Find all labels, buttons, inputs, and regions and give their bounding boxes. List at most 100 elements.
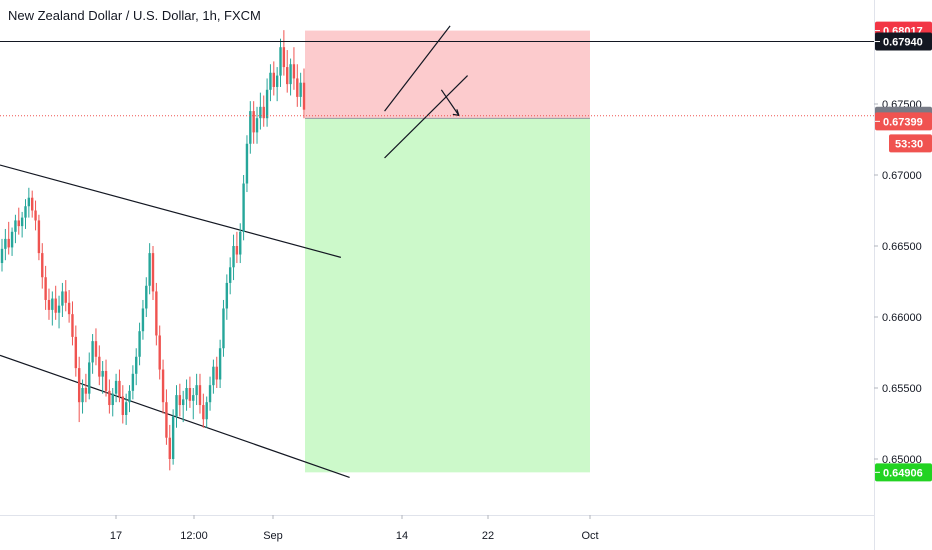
candle-body bbox=[228, 267, 232, 283]
candle-body bbox=[88, 362, 91, 394]
candle-body bbox=[286, 67, 289, 85]
candle-body bbox=[14, 220, 17, 232]
price-tag-label: 0.67399 bbox=[883, 116, 923, 128]
candle-body bbox=[118, 380, 121, 397]
candle-body bbox=[54, 298, 57, 313]
candle-body bbox=[44, 277, 47, 300]
candle-body bbox=[289, 64, 292, 85]
candle-body bbox=[282, 47, 286, 68]
candlestick-series bbox=[0, 30, 306, 471]
wedge-upper-line bbox=[384, 25, 451, 112]
channel-upper-line bbox=[0, 164, 342, 258]
horizontal-lines bbox=[0, 41, 874, 117]
candle-body bbox=[94, 341, 98, 357]
candle-body bbox=[17, 220, 20, 227]
candle-body bbox=[171, 416, 175, 459]
candle-body bbox=[91, 341, 94, 363]
stop-zone bbox=[305, 30, 590, 119]
candle-body bbox=[51, 298, 54, 310]
price-tick-label: 0.65000 bbox=[882, 454, 922, 466]
candle-body bbox=[299, 82, 302, 97]
candle-body bbox=[158, 335, 161, 370]
candle-body bbox=[239, 231, 242, 255]
candle-body bbox=[4, 238, 7, 249]
time-tick-label: 22 bbox=[482, 530, 494, 542]
candle-body bbox=[272, 72, 275, 87]
candle-body bbox=[292, 64, 296, 79]
time-axis-ticks: 17 12:00 Sep 14 22 Oct bbox=[110, 515, 599, 542]
candle-body bbox=[192, 395, 195, 401]
candle-body bbox=[165, 402, 168, 438]
time-tick-label: Oct bbox=[581, 530, 598, 542]
candle-body bbox=[47, 299, 51, 310]
price-tag-label: 0.64906 bbox=[883, 467, 923, 479]
projection-arrow bbox=[440, 89, 460, 116]
candle-body bbox=[64, 291, 67, 303]
candle-body bbox=[235, 246, 239, 255]
candle-body bbox=[7, 238, 10, 248]
candle-body bbox=[41, 253, 44, 278]
price-tag-entry bbox=[875, 112, 932, 131]
candle-body bbox=[232, 246, 235, 268]
time-tick-label: 17 bbox=[110, 530, 122, 542]
candle-body bbox=[215, 366, 218, 380]
candle-body bbox=[124, 402, 128, 415]
candle-body bbox=[10, 231, 14, 248]
candle-body bbox=[57, 305, 61, 313]
candle-body bbox=[255, 118, 259, 133]
candle-body bbox=[74, 336, 78, 369]
candle-body bbox=[161, 369, 165, 403]
candle-body bbox=[61, 291, 64, 306]
candle-body bbox=[182, 399, 185, 406]
short-position-tool[interactable] bbox=[305, 30, 590, 473]
candle-body bbox=[269, 72, 272, 90]
candle-body bbox=[138, 331, 141, 357]
candle-body bbox=[302, 82, 306, 110]
candle-body bbox=[262, 106, 265, 119]
candle-body bbox=[148, 253, 151, 286]
candle-body bbox=[168, 437, 171, 459]
candle-body bbox=[20, 217, 24, 227]
candle-body bbox=[77, 368, 81, 403]
candle-body bbox=[131, 373, 135, 391]
candle-body bbox=[84, 388, 88, 394]
projection-arrowhead bbox=[452, 109, 460, 117]
candle-body bbox=[34, 210, 37, 221]
chart-title: New Zealand Dollar / U.S. Dollar, 1h, FX… bbox=[8, 8, 261, 23]
price-tag-target bbox=[875, 463, 932, 482]
candle-body bbox=[275, 75, 279, 87]
candle-body bbox=[225, 282, 229, 309]
candle-body bbox=[81, 388, 84, 403]
target-zone bbox=[305, 118, 590, 473]
price-tick-label: 0.66500 bbox=[882, 241, 922, 253]
candle-body bbox=[71, 314, 74, 337]
candle-body bbox=[128, 390, 131, 403]
candle-body bbox=[31, 197, 34, 211]
candle-body bbox=[104, 370, 108, 391]
candle-body bbox=[252, 111, 255, 133]
candle-body bbox=[135, 356, 138, 374]
candle-body bbox=[114, 380, 118, 394]
candle-body bbox=[259, 106, 262, 119]
candle-body bbox=[195, 385, 198, 396]
candle-body bbox=[111, 393, 114, 406]
time-tick-label: Sep bbox=[263, 530, 283, 542]
candle-body bbox=[185, 388, 188, 400]
candle-body bbox=[279, 47, 282, 76]
candle-body bbox=[218, 348, 222, 380]
candle-body bbox=[0, 248, 4, 264]
price-axis-ticks: 0.675000.670000.665000.660000.655000.650… bbox=[874, 99, 922, 466]
candle-body bbox=[265, 89, 269, 119]
candle-body bbox=[101, 370, 104, 377]
candle-body bbox=[121, 396, 124, 415]
price-tick-label: 0.66000 bbox=[882, 312, 922, 324]
countdown-badge bbox=[889, 134, 932, 153]
price-tick-label: 0.65500 bbox=[882, 383, 922, 395]
candle-body bbox=[198, 385, 202, 406]
candle-body bbox=[24, 206, 27, 218]
price-tag-horizontal-line bbox=[875, 32, 932, 51]
time-tick-label: 14 bbox=[396, 530, 408, 542]
